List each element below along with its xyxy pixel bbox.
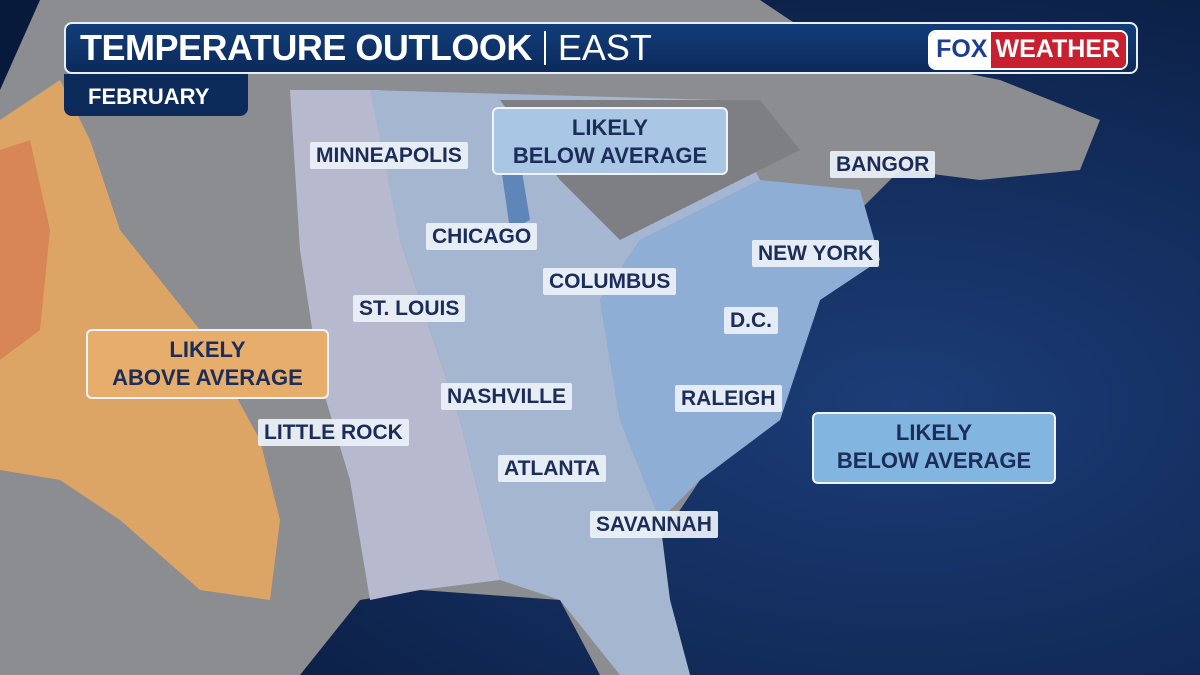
zone-label-above: LIKELY ABOVE AVERAGE [86,329,329,399]
city-minneapolis: MINNEAPOLIS [310,142,468,169]
city-raleigh: RALEIGH [675,385,782,412]
title-bar: TEMPERATURE OUTLOOK EAST FOX WEATHER [64,22,1138,74]
month-label: FEBRUARY [64,74,248,116]
title: TEMPERATURE OUTLOOK [80,27,532,68]
zone-label-below-north: LIKELY BELOW AVERAGE [492,107,728,175]
city-new-york: NEW YORK [752,240,880,267]
lake-michigan [500,160,530,230]
zone-lavender [290,90,500,600]
fox-weather-logo: FOX WEATHER [928,30,1128,70]
zone-above-core [0,140,50,360]
city-chicago: CHICAGO [426,223,538,250]
city-dc: D.C. [724,307,778,334]
zone-label-below-east: LIKELY BELOW AVERAGE [812,412,1056,484]
city-atlanta: ATLANTA [498,455,607,482]
city-bangor: BANGOR [830,151,936,178]
title-divider [543,31,546,65]
city-columbus: COLUMBUS [543,268,677,295]
city-st-louis: ST. LOUIS [353,295,466,322]
city-nashville: NASHVILLE [441,383,573,410]
city-savannah: SAVANNAH [590,511,718,538]
city-little-rock: LITTLE ROCK [258,419,409,446]
region: EAST [557,27,652,68]
